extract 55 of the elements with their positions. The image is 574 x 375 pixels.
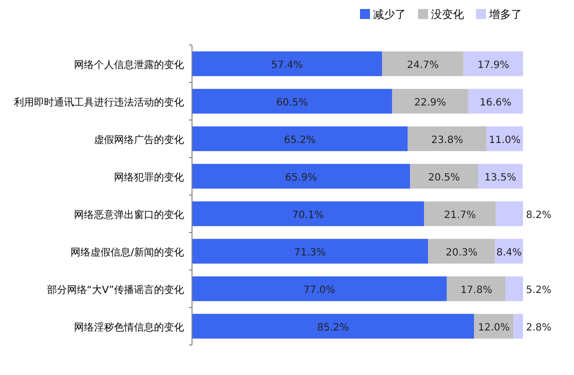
bar <box>192 164 410 189</box>
bar <box>392 88 468 114</box>
y-tick-label: 网络淫秽色情信息的变化 <box>74 321 184 334</box>
bar <box>424 201 496 226</box>
data-label: 12.0% <box>478 322 510 334</box>
legend-label: 增多了 <box>488 8 522 21</box>
data-label: 65.9% <box>285 172 317 184</box>
y-tick-label: 利用即时通讯工具进行违法活动的变化 <box>14 96 184 108</box>
bar <box>514 314 523 339</box>
bar <box>428 238 496 264</box>
bar <box>506 276 523 302</box>
bar <box>382 51 464 76</box>
legend-label: 没变化 <box>431 8 464 21</box>
bar <box>410 164 478 189</box>
bar <box>192 88 392 114</box>
data-label: 8.2% <box>526 210 552 221</box>
data-label: 13.5% <box>484 172 516 184</box>
bar <box>192 238 428 264</box>
legend-label: 减少了 <box>373 8 406 21</box>
data-label: 71.3% <box>294 247 326 258</box>
data-label: 17.8% <box>460 284 492 296</box>
data-label: 8.4% <box>496 247 522 258</box>
data-label: 77.0% <box>304 284 336 296</box>
y-tick-label: 网络犯罪的变化 <box>114 171 184 184</box>
bar <box>192 126 408 152</box>
data-label: 24.7% <box>406 60 439 71</box>
data-label: 5.2% <box>526 284 552 296</box>
data-label: 20.5% <box>428 172 460 184</box>
data-label: 65.2% <box>284 134 316 146</box>
data-label: 20.3% <box>446 247 478 258</box>
y-tick-label: 网络个人信息泄露的变化 <box>74 58 184 71</box>
data-label: 57.4% <box>271 60 303 71</box>
bar <box>464 51 523 76</box>
data-label: 70.1% <box>292 210 324 221</box>
y-tick-label: 网络虚假信息/新闻的变化 <box>70 246 184 258</box>
data-label: 22.9% <box>414 97 446 108</box>
y-tick-label: 网络恶意弹出窗口的变化 <box>74 208 184 221</box>
data-label: 2.8% <box>526 322 552 334</box>
bar <box>192 276 447 302</box>
data-label: 16.6% <box>480 97 512 108</box>
data-label: 11.0% <box>488 134 521 146</box>
bar <box>192 314 474 339</box>
data-label: 21.7% <box>444 210 476 221</box>
bar <box>408 126 487 152</box>
data-label: 60.5% <box>276 97 308 108</box>
bar <box>192 201 424 226</box>
data-label: 17.9% <box>477 60 510 71</box>
data-label: 23.8% <box>431 134 464 146</box>
y-tick-label: 虚假网络广告的变化 <box>94 134 184 146</box>
y-tick-label: 部分网络“大V”传播谣言的变化 <box>46 284 184 296</box>
bar <box>192 51 382 76</box>
bar <box>468 88 523 114</box>
bar <box>446 276 506 302</box>
data-label: 85.2% <box>317 322 349 334</box>
bar <box>496 201 523 226</box>
